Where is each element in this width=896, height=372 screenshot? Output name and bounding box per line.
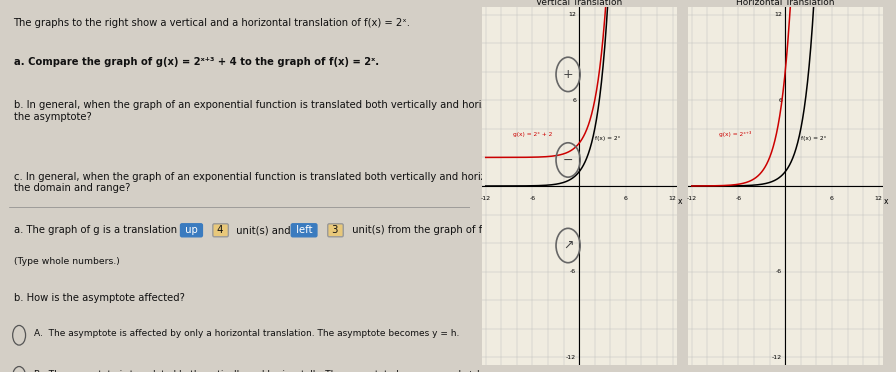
Text: +: + [563,68,573,81]
Text: a. Compare the graph of g(x) = 2ˣ⁺³ + 4 to the graph of f(x) = 2ˣ.: a. Compare the graph of g(x) = 2ˣ⁺³ + 4 … [13,57,379,67]
Text: 4: 4 [214,225,227,235]
Text: −: − [563,154,573,166]
Text: x: x [884,198,889,206]
Text: 12: 12 [668,196,676,201]
Text: 6: 6 [779,98,782,103]
Text: a. The graph of g is a translation: a. The graph of g is a translation [13,225,177,235]
Text: up: up [182,225,201,235]
Text: 12: 12 [568,12,576,17]
Text: unit(s) and: unit(s) and [233,225,290,235]
Text: -12: -12 [686,196,697,201]
Text: left: left [293,225,315,235]
Text: f(x) = 2ˣ: f(x) = 2ˣ [595,136,620,141]
Text: b. In general, when the graph of an exponential function is translated both vert: b. In general, when the graph of an expo… [13,100,629,122]
Text: 12: 12 [774,12,782,17]
Text: f(x) = 2ˣ: f(x) = 2ˣ [801,136,826,141]
Text: g(x) = 2ˣ + 2: g(x) = 2ˣ + 2 [513,132,552,137]
Text: 3: 3 [329,225,341,235]
Text: x: x [678,198,683,206]
Text: -12: -12 [566,355,576,360]
Text: 6: 6 [624,196,628,201]
Text: A.  The asymptote is affected by only a horizontal translation. The asymptote be: A. The asymptote is affected by only a h… [34,329,460,338]
Text: 6: 6 [830,196,834,201]
Title: Vertical Translation: Vertical Translation [536,0,623,7]
Text: -12: -12 [772,355,782,360]
Text: B.  The asymptote is translated both vertically and horizontally. The asymptote : B. The asymptote is translated both vert… [34,370,486,372]
Text: -6: -6 [530,196,536,201]
Text: -6: -6 [570,269,576,274]
Text: 12: 12 [874,196,883,201]
Text: -12: -12 [480,196,491,201]
Text: -6: -6 [736,196,742,201]
Text: b. How is the asymptote affected?: b. How is the asymptote affected? [13,293,185,303]
Text: g(x) = 2ˣ⁺³: g(x) = 2ˣ⁺³ [719,131,752,137]
Text: c. In general, when the graph of an exponential function is translated both vert: c. In general, when the graph of an expo… [13,172,628,193]
Text: ↗: ↗ [563,239,573,252]
Text: The graphs to the right show a vertical and a horizontal translation of f(x) = 2: The graphs to the right show a vertical … [13,18,410,28]
Title: Horizontal Translation: Horizontal Translation [736,0,834,7]
Text: unit(s) from the graph of f.: unit(s) from the graph of f. [349,225,485,235]
Text: -6: -6 [776,269,782,274]
Text: (Type whole numbers.): (Type whole numbers.) [13,257,119,266]
Text: 6: 6 [573,98,576,103]
